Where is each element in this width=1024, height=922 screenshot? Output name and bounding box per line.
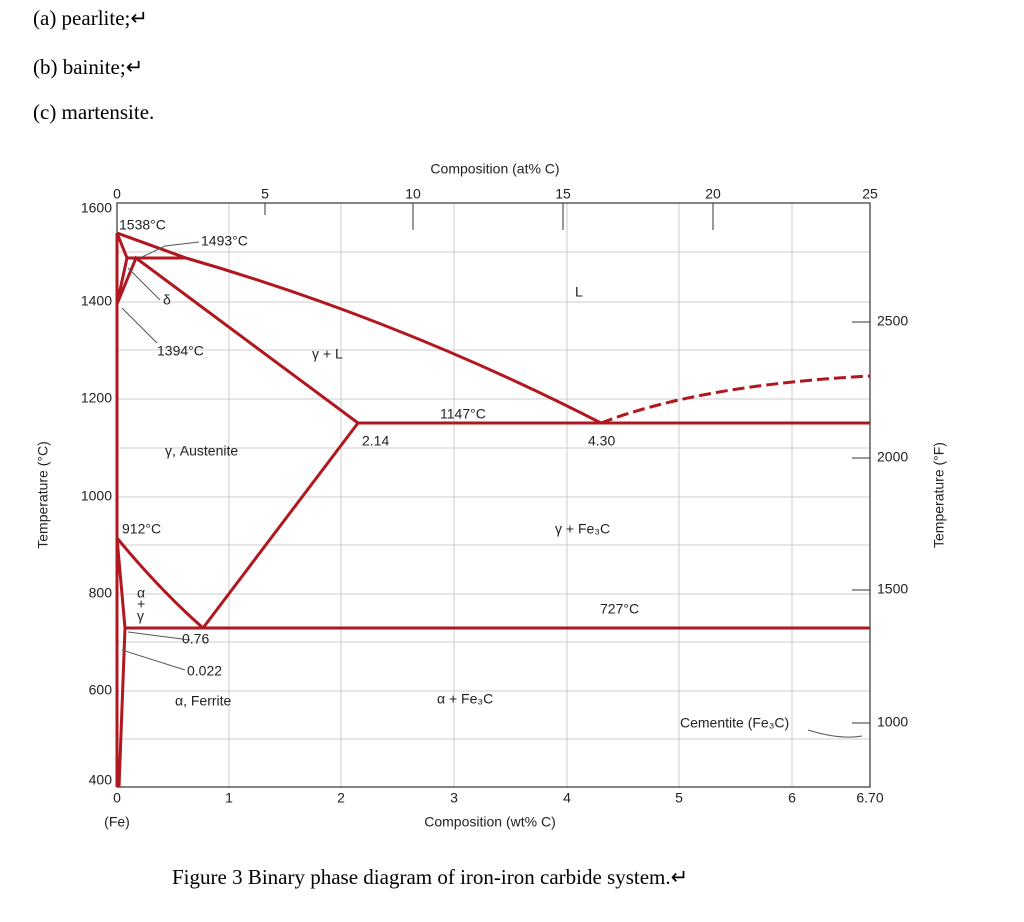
bottom-tick-label: 2	[337, 790, 345, 806]
region-label: δ	[163, 292, 171, 308]
leader-lines	[121, 241, 863, 738]
axis-note: (Fe)	[104, 814, 130, 830]
bottom-tick-label: 6	[788, 790, 796, 806]
left-tick-label: 1600	[81, 200, 112, 216]
region-label: 4.30	[588, 433, 615, 449]
axis-title: Temperature (°C)	[35, 441, 51, 549]
region-label: 1493°C	[201, 233, 248, 249]
bottom-tick-label: 4	[563, 790, 571, 806]
bottom-tick-label: 5	[675, 790, 683, 806]
region-label: γ	[137, 608, 144, 624]
region-label: Cementite (Fe₃C)	[680, 715, 789, 731]
bottom-tick-label: 3	[450, 790, 458, 806]
bottom-tick-label: 1	[225, 790, 233, 806]
list-item: (c) martensite.	[33, 100, 155, 124]
top-tick-label: 5	[261, 186, 269, 202]
right-tick-label: 2500	[877, 313, 908, 329]
left-tick-label: 1000	[81, 488, 112, 504]
top-tick-label: 10	[405, 186, 421, 202]
bottom-tick-label: 0	[113, 790, 121, 806]
list-item: (b) bainite;↵	[33, 55, 144, 79]
region-label: α	[137, 585, 145, 601]
grid	[117, 203, 870, 787]
region-label: 1394°C	[157, 343, 204, 359]
region-label: 2.14	[362, 433, 389, 449]
caption: Figure 3 Binary phase diagram of iron-ir…	[172, 865, 689, 889]
region-label: 1147°C	[440, 406, 486, 422]
region-label: γ, Austenite	[165, 443, 238, 459]
axis-title: Composition (wt% C)	[424, 814, 555, 830]
top-tick-label: 20	[705, 186, 721, 202]
axis-title: Composition (at% C)	[430, 161, 559, 177]
top-tick-label: 0	[113, 186, 121, 202]
right-tick-label: 1000	[877, 714, 908, 730]
region-label: γ + Fe₃C	[555, 521, 610, 537]
region-label: 0.022	[187, 663, 222, 679]
ticks	[264, 203, 870, 724]
axis-title: Temperature (°F)	[931, 442, 947, 548]
left-tick-label: 1200	[81, 390, 112, 406]
region-label: γ + L	[312, 346, 343, 362]
region-label: 1538°C	[119, 217, 166, 233]
region-label: α + Fe₃C	[437, 691, 493, 707]
top-tick-label: 15	[555, 186, 571, 202]
left-tick-label: 400	[89, 772, 113, 788]
list-item: (a) pearlite;↵	[33, 6, 148, 30]
right-tick-label: 1500	[877, 581, 908, 597]
left-tick-label: 1400	[81, 293, 112, 309]
left-tick-label: 800	[89, 585, 113, 601]
phase-diagram: Composition (at% C)0 5 10 15 20 25Composition…	[35, 161, 947, 830]
region-label: 0.76	[182, 631, 209, 647]
bottom-tick-label: 6.70	[856, 790, 883, 806]
region-label: L	[575, 284, 583, 300]
right-tick-label: 2000	[877, 449, 908, 465]
top-tick-label: 25	[862, 186, 878, 202]
left-tick-label: 600	[89, 682, 113, 698]
region-label: 727°C	[600, 601, 639, 617]
region-label: +	[137, 596, 145, 612]
region-label: 912°C	[122, 521, 161, 537]
region-label: α, Ferrite	[175, 693, 232, 709]
phase-boundaries	[115, 231, 871, 788]
